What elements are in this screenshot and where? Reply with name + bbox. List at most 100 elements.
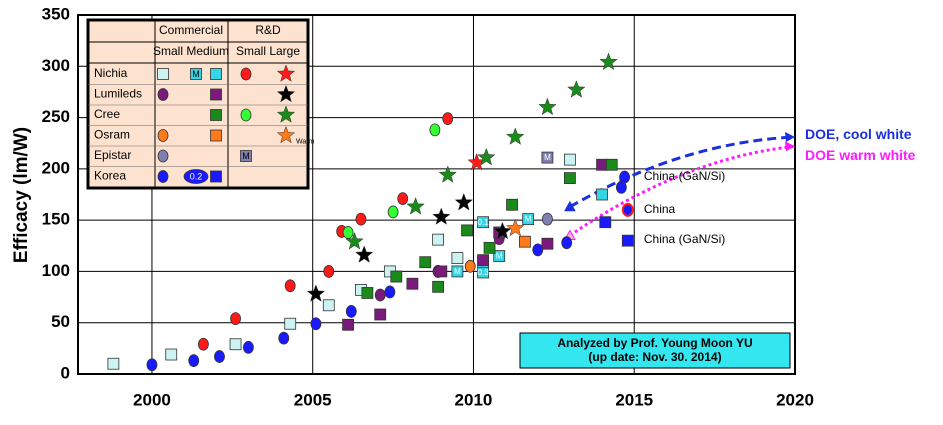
point bbox=[429, 123, 441, 137]
legend-marker bbox=[157, 68, 169, 80]
legend-marker bbox=[240, 108, 252, 122]
x-tick-label: 2015 bbox=[615, 390, 653, 409]
annotation: China (GaN/Si) bbox=[644, 169, 725, 183]
point bbox=[354, 245, 374, 263]
point bbox=[542, 212, 553, 226]
point bbox=[230, 312, 241, 326]
legend-group: R&D bbox=[255, 23, 281, 37]
point bbox=[506, 127, 525, 145]
point bbox=[599, 216, 612, 229]
point bbox=[322, 299, 335, 312]
point bbox=[621, 202, 634, 217]
point bbox=[406, 197, 425, 215]
point bbox=[561, 236, 573, 250]
point bbox=[197, 337, 209, 351]
point bbox=[477, 254, 490, 267]
point bbox=[406, 277, 419, 290]
point bbox=[461, 224, 473, 237]
legend-marker bbox=[276, 84, 296, 103]
y-tick-label: 200 bbox=[42, 158, 70, 177]
plot-frame bbox=[77, 14, 796, 375]
legend-marker bbox=[157, 129, 169, 142]
point bbox=[619, 170, 630, 184]
legend-label: Lumileds bbox=[94, 87, 142, 101]
y-tick-label: 0 bbox=[61, 363, 70, 382]
legend-marker bbox=[157, 88, 169, 101]
point bbox=[229, 338, 242, 351]
y-tick-label: 100 bbox=[42, 261, 70, 280]
point bbox=[306, 284, 326, 302]
point bbox=[342, 226, 354, 239]
point bbox=[432, 280, 445, 293]
point bbox=[432, 233, 445, 246]
legend-marker bbox=[157, 170, 169, 183]
y-axis-label: Efficacy (lm/W) bbox=[11, 127, 32, 263]
point bbox=[451, 252, 464, 264]
point bbox=[435, 265, 448, 278]
point-label: M bbox=[525, 215, 532, 224]
arrow-head bbox=[785, 141, 795, 152]
annotation: China (GaN/Si) bbox=[644, 232, 725, 246]
legend-marker bbox=[183, 169, 209, 184]
point bbox=[390, 270, 403, 283]
point bbox=[384, 285, 396, 299]
legend-box bbox=[86, 18, 310, 190]
point bbox=[310, 317, 322, 331]
point bbox=[188, 354, 200, 368]
trend-start bbox=[564, 200, 576, 212]
legend-marker bbox=[210, 129, 222, 142]
legend-marker-text: M bbox=[192, 69, 200, 79]
legend-marker bbox=[276, 105, 296, 123]
legend-label: Nichia bbox=[94, 66, 128, 80]
note-box bbox=[519, 332, 791, 369]
point-label: M bbox=[454, 267, 461, 276]
point bbox=[146, 358, 158, 372]
point bbox=[506, 218, 525, 237]
point bbox=[374, 308, 387, 321]
legend-subgroup: Small Large bbox=[236, 44, 300, 58]
point bbox=[397, 192, 409, 206]
point bbox=[284, 317, 297, 330]
point bbox=[599, 52, 618, 71]
legend-marker-text: 0.2 bbox=[190, 171, 203, 181]
legend-subgroup: Small Medium bbox=[153, 44, 229, 58]
legend-marker bbox=[210, 88, 222, 101]
point-label: M bbox=[544, 153, 551, 162]
legend-marker bbox=[157, 149, 169, 163]
point bbox=[541, 151, 554, 164]
y-tick-label: 50 bbox=[51, 312, 70, 331]
point bbox=[454, 192, 474, 211]
point bbox=[464, 259, 476, 273]
y-tick-label: 250 bbox=[42, 107, 70, 126]
point-label: 0.1 bbox=[478, 218, 490, 227]
y-tick-label: 300 bbox=[42, 56, 70, 75]
legend-label: Epistar bbox=[94, 148, 131, 162]
legend-marker bbox=[210, 170, 222, 183]
point bbox=[519, 235, 531, 248]
point bbox=[541, 237, 554, 250]
point bbox=[621, 234, 634, 247]
point bbox=[493, 250, 506, 262]
annotation: China bbox=[644, 202, 676, 216]
legend-marker bbox=[210, 109, 222, 121]
point bbox=[564, 172, 576, 184]
point-label: M bbox=[496, 252, 503, 261]
legend-label: Cree bbox=[94, 107, 120, 121]
point bbox=[538, 97, 557, 116]
point bbox=[522, 213, 535, 226]
point bbox=[107, 357, 120, 370]
point bbox=[361, 287, 374, 299]
point-label: 0.3 bbox=[478, 268, 490, 277]
point bbox=[564, 153, 576, 166]
legend-marker bbox=[240, 67, 252, 81]
legend-label: Osram bbox=[94, 128, 130, 142]
legend-marker-text: M bbox=[242, 151, 250, 161]
x-tick-label: 2000 bbox=[133, 390, 171, 409]
point bbox=[483, 241, 496, 254]
point bbox=[214, 350, 225, 363]
point bbox=[342, 318, 354, 331]
legend-marker bbox=[276, 125, 296, 144]
point bbox=[506, 198, 518, 211]
point bbox=[345, 231, 364, 250]
